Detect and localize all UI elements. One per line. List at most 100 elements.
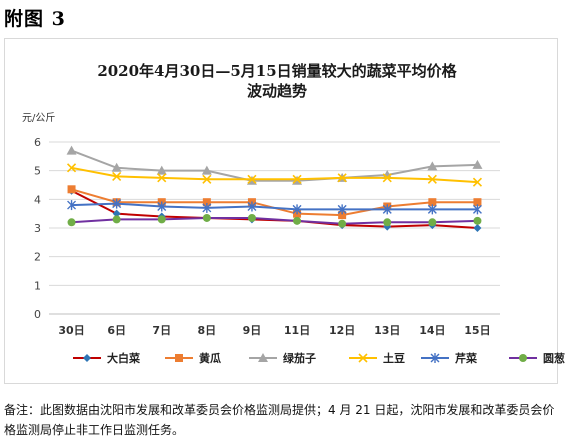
x-tick-label: 9日 — [243, 324, 262, 337]
attachment-heading: 附图 3 — [4, 8, 66, 30]
chart-title: 2020年4月30日—5月15日销量较大的蔬菜平均价格 — [97, 62, 457, 80]
x-marker — [112, 171, 122, 181]
triangle-marker — [382, 169, 393, 179]
series-line — [71, 149, 478, 182]
legend-label: 黄瓜 — [199, 351, 221, 365]
circle-marker — [157, 215, 166, 224]
star-marker — [337, 204, 347, 215]
diamond-marker — [473, 224, 482, 232]
star-marker — [247, 201, 257, 212]
x-marker-stroke — [427, 174, 437, 184]
legend-label: 大白菜 — [107, 351, 141, 365]
circle-marker — [202, 213, 211, 222]
circle-marker — [428, 218, 437, 227]
circle-marker — [67, 218, 76, 227]
y-tick-label: 5 — [34, 165, 41, 178]
y-tick-label: 3 — [34, 222, 41, 235]
star-marker — [67, 200, 77, 211]
star-marker — [292, 204, 302, 215]
x-marker — [157, 173, 167, 183]
y-axis-unit-label: 元/公斤 — [22, 113, 56, 124]
x-marker-stroke — [247, 174, 257, 184]
x-tick-label: 7日 — [152, 324, 171, 337]
x-marker-stroke — [382, 173, 392, 183]
x-marker-stroke — [66, 163, 77, 173]
square-marker — [428, 198, 437, 207]
triangle-marker — [201, 165, 212, 175]
x-tick-label: 8日 — [198, 324, 217, 337]
x-marker — [382, 173, 392, 183]
chart-container — [4, 38, 558, 384]
legend-item: 土豆 — [349, 351, 405, 365]
x-tick-label: 12日 — [329, 324, 355, 337]
x-marker — [202, 174, 212, 184]
series-line — [71, 216, 478, 225]
legend-item: 芹菜 — [421, 351, 478, 365]
x-marker-stroke — [472, 177, 483, 187]
y-tick-label: 1 — [34, 279, 41, 292]
star-marker — [427, 204, 437, 215]
x-marker-stroke — [337, 173, 347, 183]
circle-marker — [247, 213, 256, 222]
x-marker — [337, 173, 347, 183]
legend-label: 圆葱 — [543, 351, 565, 365]
diamond-marker — [83, 354, 91, 362]
triangle-marker — [66, 145, 77, 155]
circle-marker — [293, 216, 302, 225]
chart-subtitle: 波动趋势 — [246, 82, 307, 100]
star-marker — [202, 202, 212, 213]
x-marker — [427, 174, 437, 184]
y-tick-label: 4 — [34, 193, 41, 206]
triangle-marker — [156, 165, 167, 175]
x-tick-label: 6日 — [107, 324, 126, 337]
series-line — [71, 202, 478, 211]
legend-label: 芹菜 — [455, 351, 478, 365]
x-marker — [247, 174, 257, 184]
circle-marker — [519, 354, 527, 362]
x-marker — [292, 174, 302, 184]
y-tick-label: 2 — [34, 251, 41, 264]
x-tick-label: 30日 — [58, 324, 84, 337]
x-tick-label: 15日 — [464, 324, 490, 337]
triangle-marker — [427, 161, 438, 171]
square-marker — [175, 354, 183, 362]
series-line — [71, 166, 478, 184]
legend-label: 绿茄子 — [283, 351, 316, 365]
square-marker — [473, 198, 482, 207]
x-marker-stroke — [112, 171, 122, 181]
circle-marker — [338, 219, 347, 228]
square-marker — [338, 211, 347, 220]
x-marker-stroke — [292, 174, 302, 184]
legend-item: 大白菜 — [73, 351, 141, 365]
square-marker — [202, 198, 211, 207]
series-4 — [66, 163, 483, 187]
x-tick-label: 14日 — [419, 324, 445, 337]
star-marker — [430, 353, 440, 363]
series-line — [71, 188, 478, 217]
legend-item: 黄瓜 — [165, 351, 221, 365]
series-5 — [67, 198, 482, 215]
footnote: 备注：此图数据由沈阳市发展和改革委员会价格监测局提供；4 月 21 日起，沈阳市… — [4, 403, 555, 437]
x-marker — [66, 163, 77, 173]
x-marker-stroke — [157, 173, 167, 183]
x-tick-label: 11日 — [284, 324, 310, 337]
x-marker — [358, 353, 368, 363]
legend-label: 土豆 — [383, 351, 405, 365]
x-marker-stroke — [202, 174, 212, 184]
y-tick-label: 6 — [34, 136, 41, 149]
triangle-marker — [111, 162, 122, 172]
star-marker — [112, 198, 122, 209]
circle-marker — [112, 215, 121, 224]
star-marker — [382, 204, 392, 215]
circle-marker — [383, 218, 392, 227]
x-marker-stroke — [358, 353, 368, 363]
series-6 — [67, 213, 482, 228]
square-marker — [67, 185, 76, 194]
y-tick-label: 0 — [34, 308, 41, 321]
legend-item: 圆葱 — [509, 351, 565, 365]
triangle-marker — [472, 159, 483, 169]
circle-marker — [473, 216, 482, 225]
x-tick-label: 13日 — [374, 324, 400, 337]
triangle-marker — [258, 353, 268, 362]
